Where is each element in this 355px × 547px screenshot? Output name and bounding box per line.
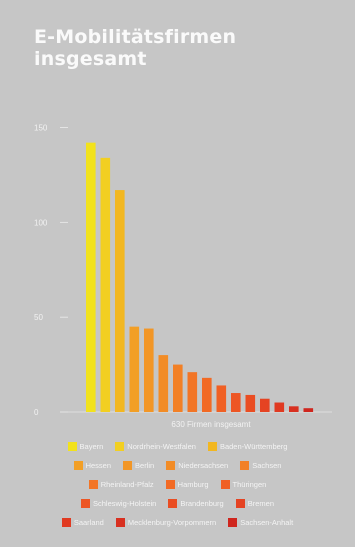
legend-row: Saarland Mecklenburg-Vorpommern Sachsen-An… xyxy=(0,513,355,532)
legend-swatch xyxy=(166,461,176,470)
bar-baden-württemberg xyxy=(115,190,125,412)
legend-label: Rheinland-Pfalz xyxy=(100,480,154,489)
legend-item: Nordrhein-Westfalen xyxy=(115,442,196,451)
legend-swatch xyxy=(115,518,125,527)
bar-berlin xyxy=(144,328,154,412)
legend-label: Saarland xyxy=(73,518,104,527)
legend-label: Sachsen xyxy=(252,461,282,470)
bar-sachsen xyxy=(173,364,183,412)
bar-brandenburg xyxy=(245,394,256,412)
y-tick-label: 0 xyxy=(34,408,39,417)
bar-hessen xyxy=(129,326,140,412)
legend-swatch xyxy=(88,480,98,489)
bar-hamburg xyxy=(202,377,212,412)
legend-label: Sachsen-Anhalt xyxy=(240,518,294,527)
bar-mecklenburg-vorpommern xyxy=(289,406,299,412)
bar-thüringen xyxy=(216,385,227,412)
y-tick-label: 50 xyxy=(34,313,43,322)
bar-sachsen-anhalt xyxy=(303,408,314,412)
bar-schleswig-holstein xyxy=(231,393,241,412)
legend-swatch xyxy=(240,461,250,470)
legend-swatch xyxy=(235,499,245,508)
legend-item: Sachsen xyxy=(240,461,281,470)
legend-swatch xyxy=(67,442,77,451)
legend-item: Bremen xyxy=(235,499,274,508)
legend-item: Niedersachsen xyxy=(166,461,228,470)
legend-swatch xyxy=(115,442,125,451)
bar-rheinland-pfalz xyxy=(187,372,198,412)
bar-nordrhein-westfalen xyxy=(100,157,111,412)
legend-swatch xyxy=(123,461,133,470)
legend-label: Bayern xyxy=(79,442,104,451)
legend-swatch xyxy=(61,518,71,527)
legend-item: Hessen xyxy=(73,461,112,470)
bar-chart: 150 100 50 0 630 Firmen insgesamt xyxy=(34,123,332,429)
bar-niedersachsen xyxy=(158,355,169,412)
legend-label: Nordrhein-Westfalen xyxy=(127,442,196,451)
legend-label: Hessen xyxy=(85,461,112,470)
legend-item: Berlin xyxy=(123,461,154,470)
legend-label: Brandenburg xyxy=(180,499,224,508)
legend-label: Hamburg xyxy=(177,480,209,489)
legend-item: Saarland xyxy=(61,518,104,527)
legend-item: Bayern xyxy=(67,442,104,451)
bar-bremen xyxy=(260,398,270,412)
legend-swatch xyxy=(81,499,90,508)
legend-label: Baden-Württemberg xyxy=(219,442,288,451)
legend-item: Mecklenburg-Vorpommern xyxy=(115,518,217,527)
legend-row: Bayern Nordrhein-Westfalen Baden-Württembe… xyxy=(0,437,355,456)
legend-label: Thüringen xyxy=(232,480,267,489)
legend-row: Hessen Berlin Niedersachsen Sachsen xyxy=(0,456,355,475)
legend-swatch xyxy=(207,442,217,451)
bar-saarland xyxy=(274,402,285,412)
legend-label: Niedersachsen xyxy=(178,461,229,470)
legend-label: Berlin xyxy=(135,461,155,470)
legend-item: Schleswig-Holstein xyxy=(81,499,156,508)
legend-item: Brandenburg xyxy=(168,499,224,508)
legend-row: Rheinland-Pfalz Hamburg Thüringen xyxy=(0,475,355,494)
legend-swatch xyxy=(220,480,230,489)
legend-label: Schleswig-Holstein xyxy=(93,499,157,508)
total-annotation: 630 Firmen insgesamt xyxy=(171,420,251,429)
legend-swatch xyxy=(168,499,178,508)
chart-title: E-Mobilitätsfirmen insgesamt xyxy=(34,26,237,70)
legend-label: Bremen xyxy=(247,499,274,508)
legend-item: Thüringen xyxy=(220,480,267,489)
legend-item: Hamburg xyxy=(165,480,209,489)
legend-swatch xyxy=(165,480,175,489)
legend-item: Baden-Württemberg xyxy=(207,442,288,451)
legend-item: Sachsen-Anhalt xyxy=(228,518,293,527)
legend: Bayern Nordrhein-Westfalen Baden-Württembe… xyxy=(0,437,355,532)
y-tick-label: 150 xyxy=(34,123,48,132)
legend-swatch xyxy=(228,518,238,527)
bar-bayern xyxy=(86,142,96,412)
legend-item: Rheinland-Pfalz xyxy=(88,480,154,489)
legend-swatch xyxy=(73,461,83,470)
legend-row: Schleswig-Holstein Brandenburg Bremen xyxy=(0,494,355,513)
legend-label: Mecklenburg-Vorpommern xyxy=(127,518,217,527)
y-tick-label: 100 xyxy=(34,218,48,227)
